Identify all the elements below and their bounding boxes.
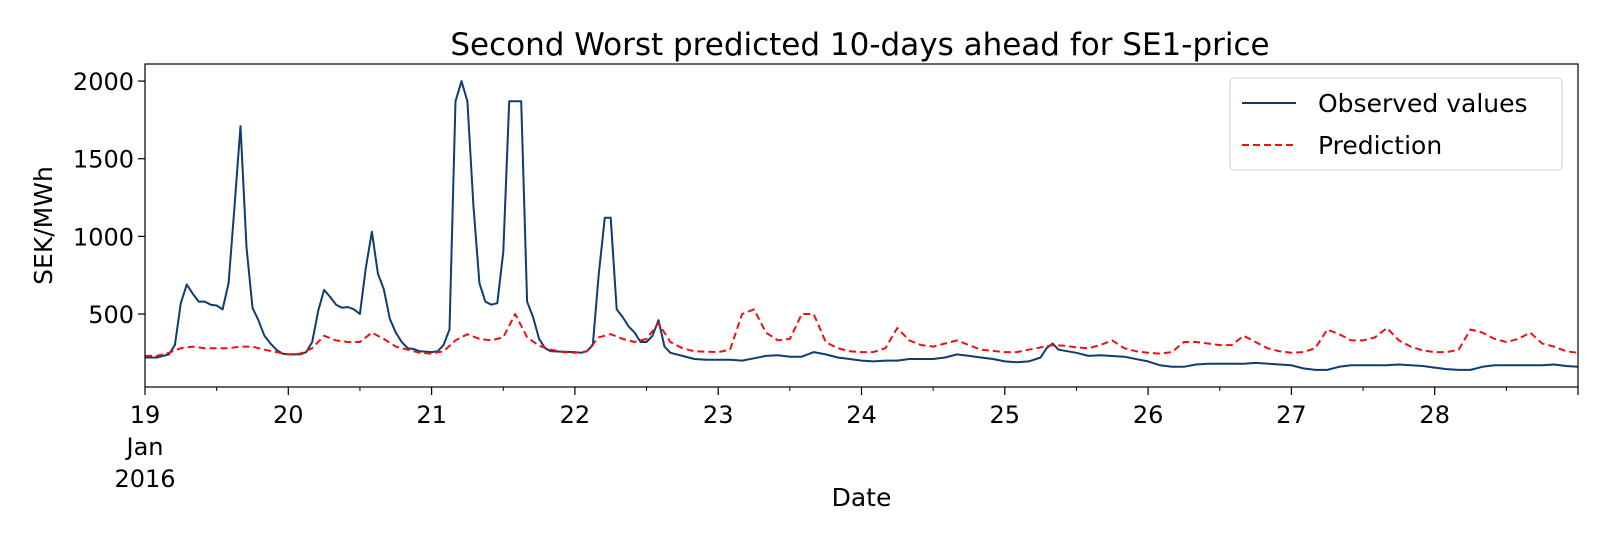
chart-title: Second Worst predicted 10-days ahead for… (450, 27, 1269, 63)
x-axis: 19 Jan 2016 20 21 22 23 24 25 26 27 28 (114, 387, 1579, 493)
x-tick-label: 20 (273, 401, 304, 429)
y-tick-label: 500 (88, 301, 134, 329)
x-axis-label: Date (832, 483, 892, 512)
legend: Observed values Prediction (1229, 77, 1563, 171)
legend-entry-observed: Observed values (1318, 89, 1528, 118)
x-tick-label: 19 Jan 2016 (114, 401, 175, 493)
x-tick-label: 26 (1133, 401, 1164, 429)
x-tick-label: 28 (1419, 401, 1450, 429)
y-axis: 500 1000 1500 2000 (73, 68, 145, 329)
legend-box (1229, 77, 1563, 171)
x-tick-label: 22 (560, 401, 591, 429)
x-tick-label: 25 (990, 401, 1021, 429)
y-axis-label: SEK/MWh (29, 166, 58, 285)
legend-entry-prediction: Prediction (1318, 131, 1442, 160)
x-tick-label: 24 (846, 401, 877, 429)
y-tick-label: 1000 (73, 223, 134, 251)
y-tick-label: 2000 (73, 68, 134, 96)
y-tick-label: 1500 (73, 146, 134, 174)
x-tick-label: 27 (1276, 401, 1307, 429)
x-tick-label: 21 (416, 401, 447, 429)
x-tick-label: 23 (703, 401, 734, 429)
series-layer (145, 80, 1578, 371)
series-line-observed (145, 80, 1578, 371)
series-line-prediction (145, 308, 1578, 357)
